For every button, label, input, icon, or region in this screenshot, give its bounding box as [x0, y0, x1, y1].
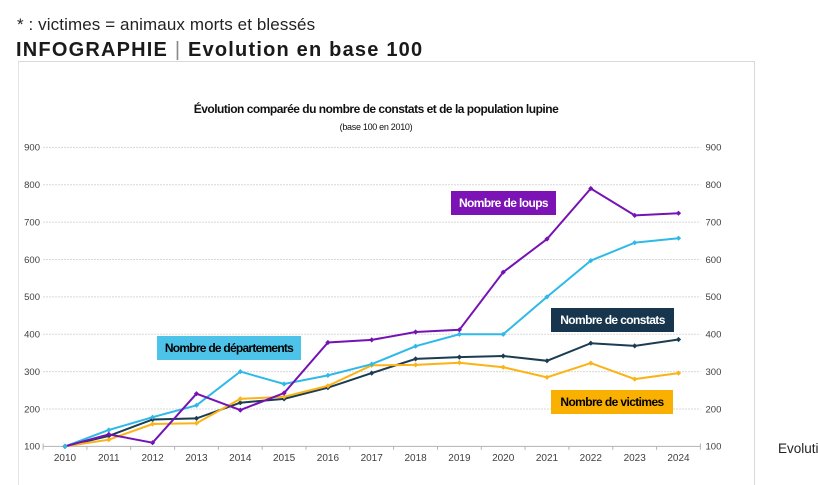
svg-text:100: 100 [706, 442, 722, 453]
svg-text:200: 200 [706, 404, 722, 415]
svg-text:2023: 2023 [624, 453, 647, 464]
svg-text:300: 300 [24, 367, 40, 378]
svg-text:300: 300 [706, 367, 722, 378]
svg-text:2021: 2021 [536, 453, 559, 464]
svg-text:2017: 2017 [361, 453, 384, 464]
svg-text:2012: 2012 [141, 453, 164, 464]
svg-text:400: 400 [24, 330, 40, 341]
svg-text:2010: 2010 [54, 453, 77, 464]
svg-text:600: 600 [24, 255, 40, 266]
svg-text:900: 900 [24, 143, 40, 154]
svg-text:400: 400 [706, 330, 722, 341]
svg-text:700: 700 [706, 217, 722, 228]
svg-text:2011: 2011 [98, 453, 120, 464]
svg-text:2013: 2013 [185, 453, 208, 464]
svg-text:2015: 2015 [273, 453, 296, 464]
svg-text:600: 600 [706, 255, 722, 266]
svg-text:100: 100 [24, 442, 40, 453]
svg-text:200: 200 [24, 404, 40, 415]
svg-text:2020: 2020 [492, 453, 515, 464]
svg-text:2024: 2024 [667, 453, 690, 464]
svg-text:800: 800 [24, 180, 40, 191]
svg-text:500: 500 [24, 292, 40, 303]
svg-text:2018: 2018 [404, 453, 427, 464]
svg-text:500: 500 [706, 292, 722, 303]
svg-text:700: 700 [24, 217, 40, 228]
svg-text:900: 900 [706, 143, 722, 154]
svg-text:2022: 2022 [580, 453, 603, 464]
svg-text:2014: 2014 [229, 453, 252, 464]
svg-text:800: 800 [706, 180, 722, 191]
svg-text:2019: 2019 [448, 453, 471, 464]
svg-text:2016: 2016 [317, 453, 340, 464]
